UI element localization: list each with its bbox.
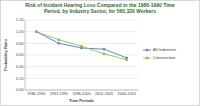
legend-line [143, 58, 151, 59]
y-tick-label: 0.20 [16, 77, 23, 81]
x-axis [25, 90, 138, 91]
y-tick-label: 1.00 [16, 30, 23, 34]
marker [58, 39, 61, 42]
legend-label: All Industries [153, 47, 176, 52]
x-tick-label: 2001-2005 [95, 92, 113, 96]
marker [103, 48, 106, 51]
marker [35, 30, 38, 33]
title: Risk of Incident Hearing Loss Compared t… [25, 2, 175, 14]
grid-line [25, 78, 138, 79]
marker [35, 30, 38, 33]
marker [80, 45, 83, 48]
x-tick-label: 1996-2000 [72, 92, 90, 96]
x-tick-label: 2006-2010 [118, 92, 136, 96]
grid-line [25, 90, 138, 91]
frame [1, 1, 200, 106]
x-axis-label: Time Periods [69, 98, 95, 103]
x-tick-label: 1991-1995 [50, 92, 68, 96]
x-tick-label: 1986-1990 [27, 92, 45, 96]
grid-line [25, 66, 138, 67]
y-tick-label: 0.00 [16, 88, 23, 92]
y-axis [25, 20, 26, 90]
plot-area [35, 30, 129, 61]
legend-label: Construction [153, 55, 175, 60]
marker [146, 57, 149, 60]
title-line: Period, by Industry Sector, for 560,320 … [44, 8, 156, 14]
marker [103, 53, 106, 56]
y-tick-label: 0.40 [16, 65, 23, 69]
y-tick-label: 0.60 [16, 53, 23, 57]
y-axis-label: Probability Ratio [3, 39, 8, 71]
series-line [36, 32, 126, 60]
y-tick-label: 1.20 [16, 18, 23, 22]
marker [145, 48, 148, 51]
grid-line [25, 31, 138, 32]
grid-line [25, 43, 138, 44]
chart: Risk of Incident Hearing Loss Compared t… [0, 0, 200, 106]
marker [57, 42, 60, 45]
y-tick-label: 0.80 [16, 42, 23, 46]
series-line [36, 32, 126, 58]
grid-line [25, 20, 138, 21]
marker [125, 58, 128, 61]
